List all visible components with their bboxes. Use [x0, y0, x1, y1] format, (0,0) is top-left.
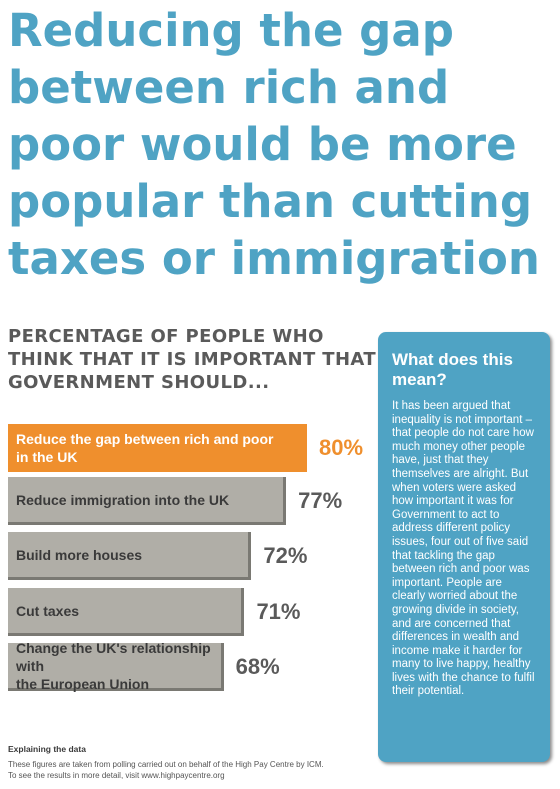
chart-title: PERCENTAGE OF PEOPLE WHO THINK THAT IT I…	[8, 325, 377, 394]
panel-title-line: What does this	[392, 350, 513, 369]
bar: Reduce immigration into the UK	[8, 477, 287, 525]
chart-title-line: THINK THAT IT IS IMPORTANT THAT	[8, 349, 377, 370]
bar-chart: Reduce the gap between rich and poor in t…	[0, 420, 370, 700]
headline-line: poor would be more	[8, 118, 517, 171]
bar-label: Reduce the gap between rich and poor in t…	[16, 430, 273, 466]
headline: Reducing the gap between rich and poor w…	[8, 2, 556, 287]
bar-label-line: in the UK	[16, 449, 78, 465]
footer-text: These figures are taken from polling car…	[8, 759, 368, 781]
footer-title: Explaining the data	[8, 744, 86, 754]
value-label: 68%	[235, 654, 280, 679]
bar-label-line: Reduce immigration into the UK	[16, 491, 230, 508]
value-label: 72%	[263, 543, 308, 568]
panel-body: It has been argued that inequality is no…	[392, 400, 535, 698]
headline-line: taxes or immigration	[8, 232, 540, 285]
panel-title: What does this mean?	[392, 350, 538, 390]
chart-title-line: PERCENTAGE OF PEOPLE WHO	[8, 326, 324, 347]
footer-line: To see the results in more detail, visit…	[8, 771, 225, 780]
bar-label-line: Reduce the gap between rich and poor	[16, 431, 274, 447]
bar-label-line: Cut taxes	[16, 602, 80, 619]
headline-line: popular than cutting	[8, 175, 533, 228]
value-label: 71%	[256, 599, 301, 624]
bar-label-line: the European Union	[16, 675, 149, 692]
value-label: 80%	[319, 435, 364, 460]
headline-line: between rich and	[8, 61, 450, 114]
bar-label: Build more houses	[16, 546, 142, 564]
chart-title-line: GOVERNMENT SHOULD...	[8, 372, 270, 393]
value-label: 77%	[298, 488, 343, 513]
bar-label: Cut taxes	[16, 602, 79, 620]
bar-label: Reduce immigration into the UK	[16, 491, 229, 509]
headline-line: Reducing the gap	[8, 4, 454, 57]
bar: Reduce the gap between rich and poor in t…	[8, 424, 307, 472]
bar-label-line: Change the UK's relationship with	[16, 639, 211, 674]
bar-label-line: Build more houses	[16, 546, 143, 563]
explanation-panel: What does this mean? It has been argued …	[378, 332, 550, 762]
bar: Cut taxes	[8, 588, 245, 636]
bar-label: Change the UK's relationship with the Eur…	[16, 639, 213, 693]
footer-line: These figures are taken from polling car…	[8, 760, 324, 769]
bar: Build more houses	[8, 532, 252, 580]
panel-title-line: mean?	[392, 370, 447, 389]
bar: Change the UK's relationship with the Eur…	[8, 640, 224, 692]
